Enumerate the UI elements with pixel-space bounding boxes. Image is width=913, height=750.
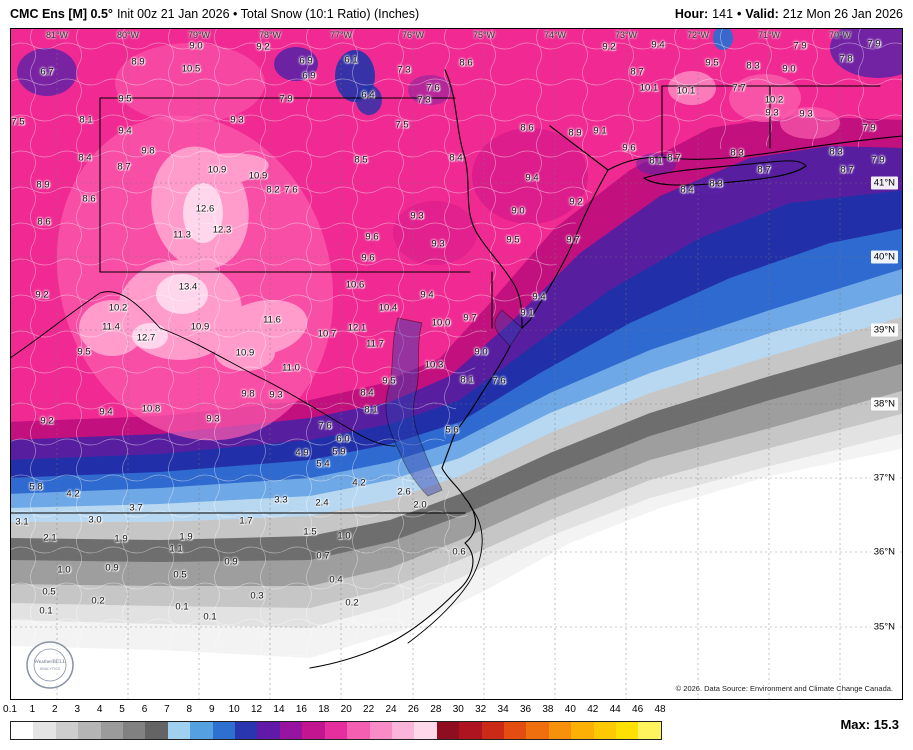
colorbar-tick-label: 32 — [475, 704, 487, 715]
graticule — [10, 28, 903, 700]
separator-dot: • — [737, 7, 742, 21]
colorbar-ticks: 0.1 1 2 3 4 5 6 7 8 9 10 12 14 16 18 20 22 24 26 28 30 32 34 36… — [3, 704, 666, 718]
logo-subtitle: ANALYTICS — [40, 667, 61, 671]
colorbar-tick-label: 10 — [228, 704, 240, 715]
snowfall-fill-map — [10, 28, 903, 700]
colorbar-segment — [548, 722, 572, 739]
colorbar-segment — [436, 722, 460, 739]
colorbar-segment — [33, 722, 56, 739]
copyright-text: © 2026. Data Source: Environment and Cli… — [673, 684, 895, 693]
max-number: 15.3 — [873, 717, 899, 732]
colorbar-segment — [279, 722, 303, 739]
colorbar-tick-label: 16 — [295, 704, 307, 715]
colorbar-tick-label: 12 — [250, 704, 263, 715]
colorbar-segment — [302, 722, 325, 739]
logo-stamp-inner-circle — [33, 648, 67, 682]
model-name: CMC Ens [M] 0.5° — [10, 7, 113, 21]
colorbar-tick-label: 5 — [119, 704, 125, 715]
colorbar-tick-label: 8 — [186, 704, 193, 715]
colorbar-segment — [235, 722, 258, 739]
colorbar-segment — [459, 722, 482, 739]
colorbar-tick-label: 3 — [74, 704, 81, 715]
colorbar-segment — [593, 722, 616, 739]
colorbar-tick-label: 0.1 — [3, 704, 17, 715]
run-subtitle: Init 00z 21 Jan 2026 • Total Snow (10:1 … — [116, 7, 420, 21]
colorbar-tick-label: 44 — [609, 704, 621, 715]
colorbar-tick-label: 7 — [164, 704, 170, 715]
title-bar: CMC Ens [M] 0.5° Init 00z 21 Jan 2026 • T… — [0, 0, 913, 28]
colorbar-tick-label: 9 — [208, 704, 215, 715]
valid-label: Valid: — [745, 7, 779, 21]
max-value: Max: 15.3 — [840, 717, 899, 732]
coastline-and-borders — [10, 69, 903, 669]
colorbar-tick-label: 22 — [363, 704, 375, 715]
colorbar-segment — [391, 722, 415, 739]
colorbar-segment — [167, 722, 191, 739]
colorbar-tick-label: 14 — [273, 704, 285, 715]
colorbar-segment — [190, 722, 213, 739]
hour-value: 141 — [712, 7, 734, 21]
chesapeake-bay — [385, 309, 523, 497]
colorbar-segment — [347, 722, 370, 739]
colorbar-segment — [526, 722, 549, 739]
colorbar-tick-label: 1 — [29, 704, 36, 715]
county-borders-mesh — [10, 28, 903, 668]
max-label: Max: — [840, 717, 871, 732]
colorbar-segment — [100, 722, 124, 739]
valid-time: Hour: 141 • Valid: 21z Mon 26 Jan 2026 — [671, 7, 903, 21]
weatherbell-logo: WeatherBELL ANALYTICS — [22, 636, 142, 694]
colorbar-segment — [123, 722, 146, 739]
colorbar-tick-label: 38 — [542, 704, 554, 715]
colorbar-segment — [324, 722, 348, 739]
colorbar-tick-label: 26 — [407, 704, 419, 715]
colorbar-segment — [212, 722, 236, 739]
colorbar-tick-label: 4 — [96, 704, 103, 715]
colorbar-segment — [369, 722, 392, 739]
colorbar-segment — [571, 722, 594, 739]
colorbar-tick-label: 20 — [340, 704, 352, 715]
colorbar-segment — [11, 722, 34, 739]
logo-wordmark: WeatherBELL — [34, 659, 67, 665]
colorbar-tick-label: 40 — [564, 704, 576, 715]
colorbar-tick-label: 48 — [654, 704, 666, 715]
colorbar-segment — [145, 722, 168, 739]
colorbar-segment — [257, 722, 280, 739]
colorbar-tick-label: 2 — [52, 704, 58, 715]
colorbar-tick-label: 18 — [318, 704, 330, 715]
colorbar-segment — [638, 722, 661, 739]
colorbar-tick-label: 42 — [587, 704, 599, 715]
colorbar — [10, 721, 662, 740]
colorbar-segment — [414, 722, 437, 739]
colorbar-tick-label: 30 — [452, 704, 464, 715]
colorbar-tick-label: 36 — [519, 704, 532, 715]
colorbar-tick-label: 28 — [430, 704, 442, 715]
hour-label: Hour: — [674, 7, 709, 21]
delaware-bay — [494, 309, 523, 347]
colorbar-segment — [503, 722, 527, 739]
colorbar-tick-label: 46 — [632, 704, 644, 715]
colorbar-tick-label: 34 — [497, 704, 509, 715]
map-area: 81°W 80°W 79°W 78°W 77°W 76°W 75°W 74°W 73°W 72°W… — [10, 28, 903, 700]
colorbar-segment — [55, 722, 79, 739]
valid-value: 21z Mon 26 Jan 2026 — [782, 7, 903, 21]
colorbar-tick-label: 24 — [385, 704, 397, 715]
colorbar-segment — [78, 722, 101, 739]
colorbar-segment — [481, 722, 504, 739]
colorbar-tick-label: 6 — [141, 704, 148, 715]
colorbar-segment — [615, 722, 639, 739]
map-title: CMC Ens [M] 0.5° Init 00z 21 Jan 2026 • T… — [10, 7, 423, 21]
map-frame — [10, 28, 903, 700]
